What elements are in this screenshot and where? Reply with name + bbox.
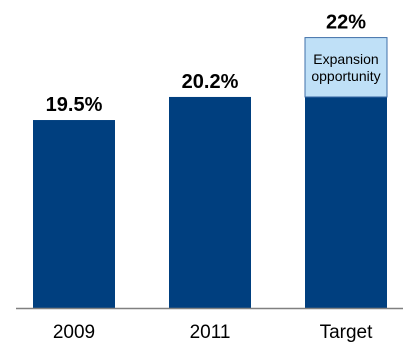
value-label: 20.2%: [182, 71, 239, 93]
bar-2011: [169, 96, 251, 308]
bar-target: [305, 96, 387, 308]
x-tick-label: 2011: [190, 322, 231, 343]
x-tick-label: Target: [320, 322, 374, 343]
bar-2009: [33, 120, 115, 309]
expansion-opportunity-segment: [304, 37, 388, 98]
x-tick-label: 2009: [53, 322, 95, 343]
annotation-text-line: Expansion: [313, 51, 378, 67]
value-label: 22%: [326, 12, 366, 34]
annotation-text-line: opportunity: [311, 68, 380, 84]
value-label: 19.5%: [46, 94, 103, 116]
